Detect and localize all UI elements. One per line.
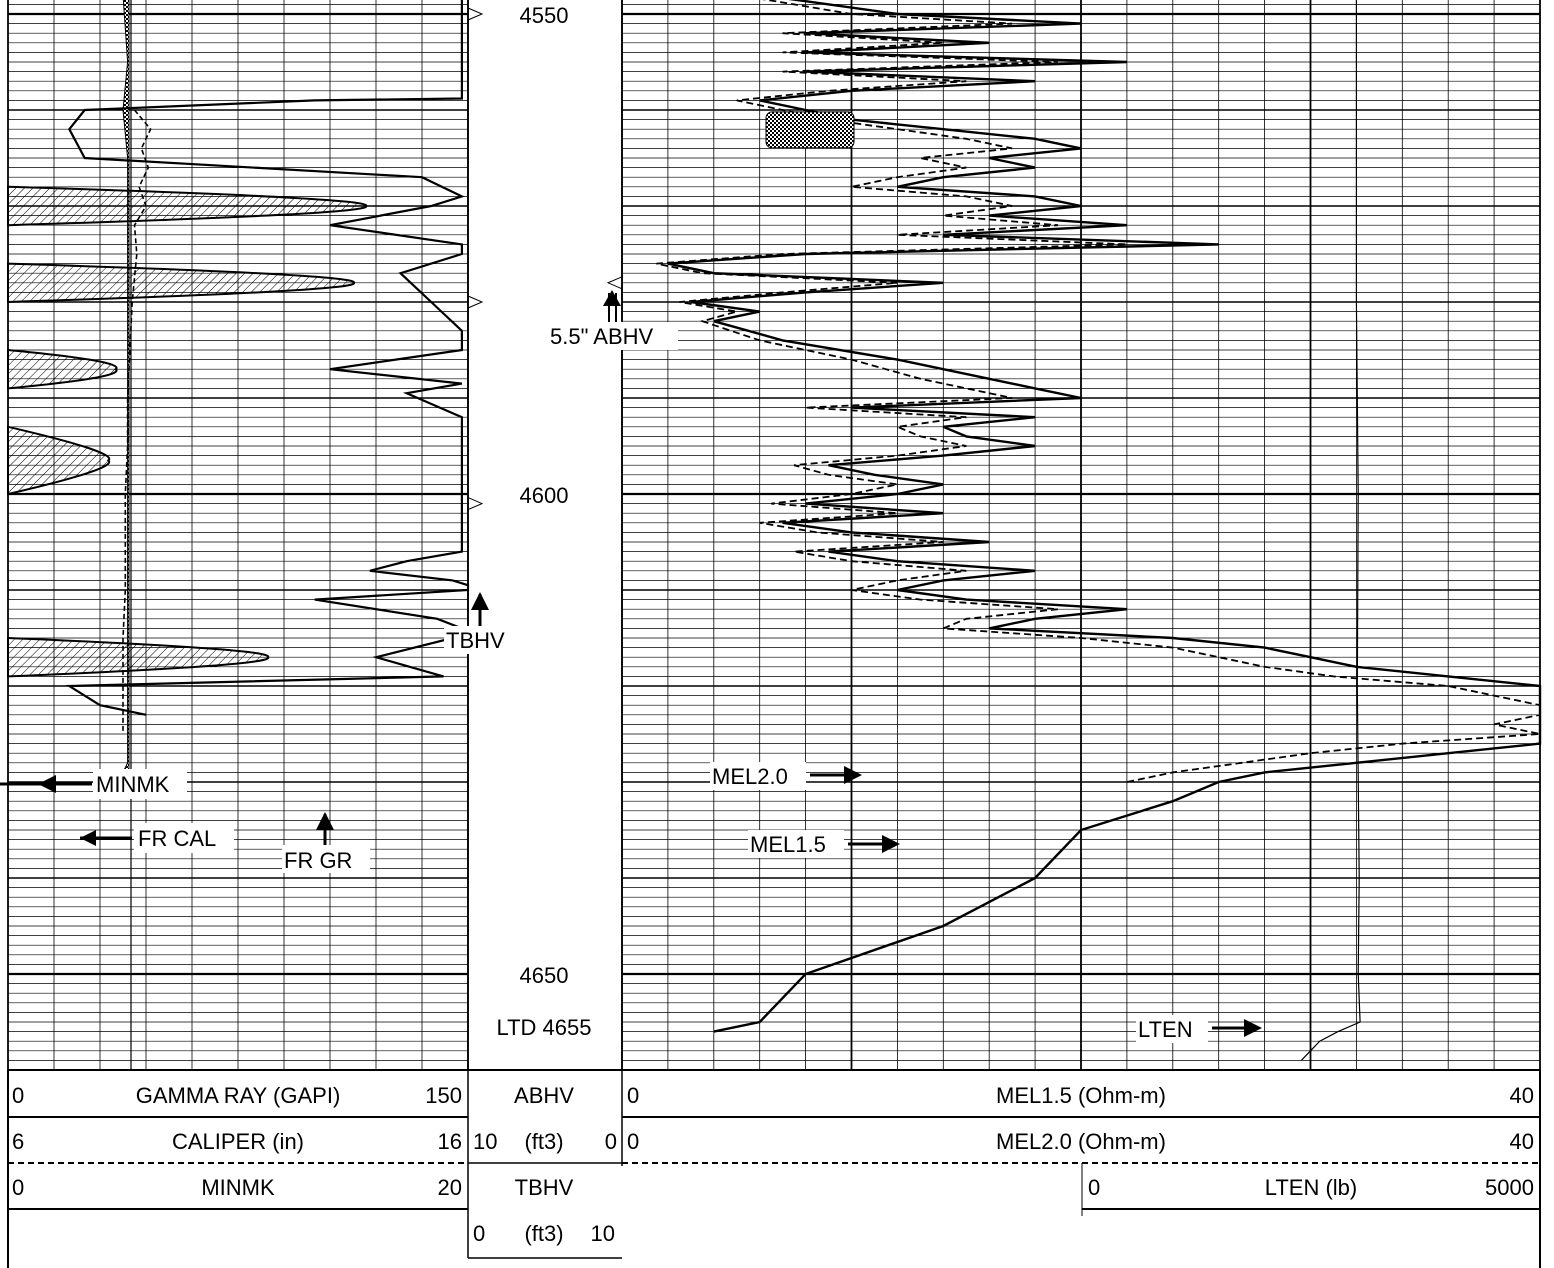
abhv-tick-2 <box>606 276 623 290</box>
mel2-name: MEL2.0 (Ohm-m) <box>996 1129 1166 1154</box>
minmk-callout-label: MINMK <box>96 772 170 797</box>
abhv-tick-1 <box>467 7 484 21</box>
mel15-callout: MEL1.5 <box>748 830 900 858</box>
gr-min: 0 <box>12 1083 24 1108</box>
fr-cal-callout: FR CAL <box>80 823 234 853</box>
lten-callout: LTEN <box>1136 1015 1262 1043</box>
tbhv-max: 10 <box>591 1221 615 1246</box>
minmk-min: 0 <box>12 1175 24 1200</box>
minmk-max: 20 <box>438 1175 462 1200</box>
minmk-name: MINMK <box>201 1175 275 1200</box>
fr-cal-callout-label: FR CAL <box>138 826 216 851</box>
abhv-callout: 5.5" ABHV <box>548 290 678 350</box>
curve-callouts: MINMK FR CAL FR GR TBHV 5.5" ABHV <box>0 290 1262 1043</box>
gr-max: 150 <box>425 1083 462 1108</box>
tbhv-unit: (ft3) <box>524 1221 563 1246</box>
lten-min: 0 <box>1088 1175 1100 1200</box>
track3-curves <box>656 0 1542 1061</box>
separation-lobe-1 <box>7 185 368 227</box>
abhv-unit: (ft3) <box>524 1129 563 1154</box>
abhv-name: ABHV <box>514 1083 574 1108</box>
total-depth-label: LTD 4655 <box>497 1015 592 1040</box>
track2-markers <box>467 7 623 511</box>
lten-max: 5000 <box>1485 1175 1534 1200</box>
lten-curve <box>1300 0 1361 1061</box>
fr-gr-callout-label: FR GR <box>284 848 352 873</box>
depth-track: 4550 4600 4650 LTD 4655 <box>497 3 592 1040</box>
mel2-max: 40 <box>1510 1129 1534 1154</box>
minmk-curve <box>122 109 152 734</box>
separation-lobe-5 <box>7 636 270 678</box>
depth-label-4650: 4650 <box>520 963 569 988</box>
abhv-max: 0 <box>605 1129 617 1154</box>
lten-callout-label: LTEN <box>1138 1017 1193 1042</box>
tbhv-name: TBHV <box>515 1175 574 1200</box>
mel2-callout-label: MEL2.0 <box>712 764 788 789</box>
curve-header: 0 GAMMA RAY (GAPI) 150 6 CALIPER (in) 16… <box>0 1069 1554 1268</box>
abhv-min: 10 <box>473 1129 497 1154</box>
depth-label-4550: 4550 <box>520 3 569 28</box>
tbhv-min: 0 <box>473 1221 485 1246</box>
mel15-name: MEL1.5 (Ohm-m) <box>996 1083 1166 1108</box>
track1-grid <box>7 0 469 1071</box>
separation-lobe-2 <box>7 262 355 304</box>
track1-curves <box>7 0 470 1070</box>
abhv-tick-3 <box>467 295 484 309</box>
depth-label-4600: 4600 <box>520 483 569 508</box>
gr-name: GAMMA RAY (GAPI) <box>136 1083 341 1108</box>
fr-gr-callout: FR GR <box>282 812 370 873</box>
mel15-callout-label: MEL1.5 <box>750 832 826 857</box>
mel-separation-fill <box>765 111 855 149</box>
tbhv-callout-label: TBHV <box>446 628 505 653</box>
cal-name: CALIPER (in) <box>172 1129 304 1154</box>
gamma-ray-curve <box>65 0 470 716</box>
tbhv-callout: TBHV <box>444 592 518 654</box>
tbhv-tick-1 <box>467 497 484 511</box>
track3-grid <box>621 0 1541 1071</box>
cal-min: 6 <box>12 1129 24 1154</box>
cal-max: 16 <box>438 1129 462 1154</box>
separation-lobe-3 <box>7 348 118 390</box>
mel2-callout: MEL2.0 <box>710 762 862 790</box>
minmk-callout: MINMK <box>0 769 187 799</box>
abhv-callout-label: 5.5" ABHV <box>550 324 654 349</box>
separation-lobe-4 <box>7 425 111 496</box>
mel2-min: 0 <box>627 1129 639 1154</box>
mel15-max: 40 <box>1510 1083 1534 1108</box>
mel15-min: 0 <box>627 1083 639 1108</box>
lten-name: LTEN (lb) <box>1265 1175 1358 1200</box>
mel15-curve <box>667 0 1542 1033</box>
